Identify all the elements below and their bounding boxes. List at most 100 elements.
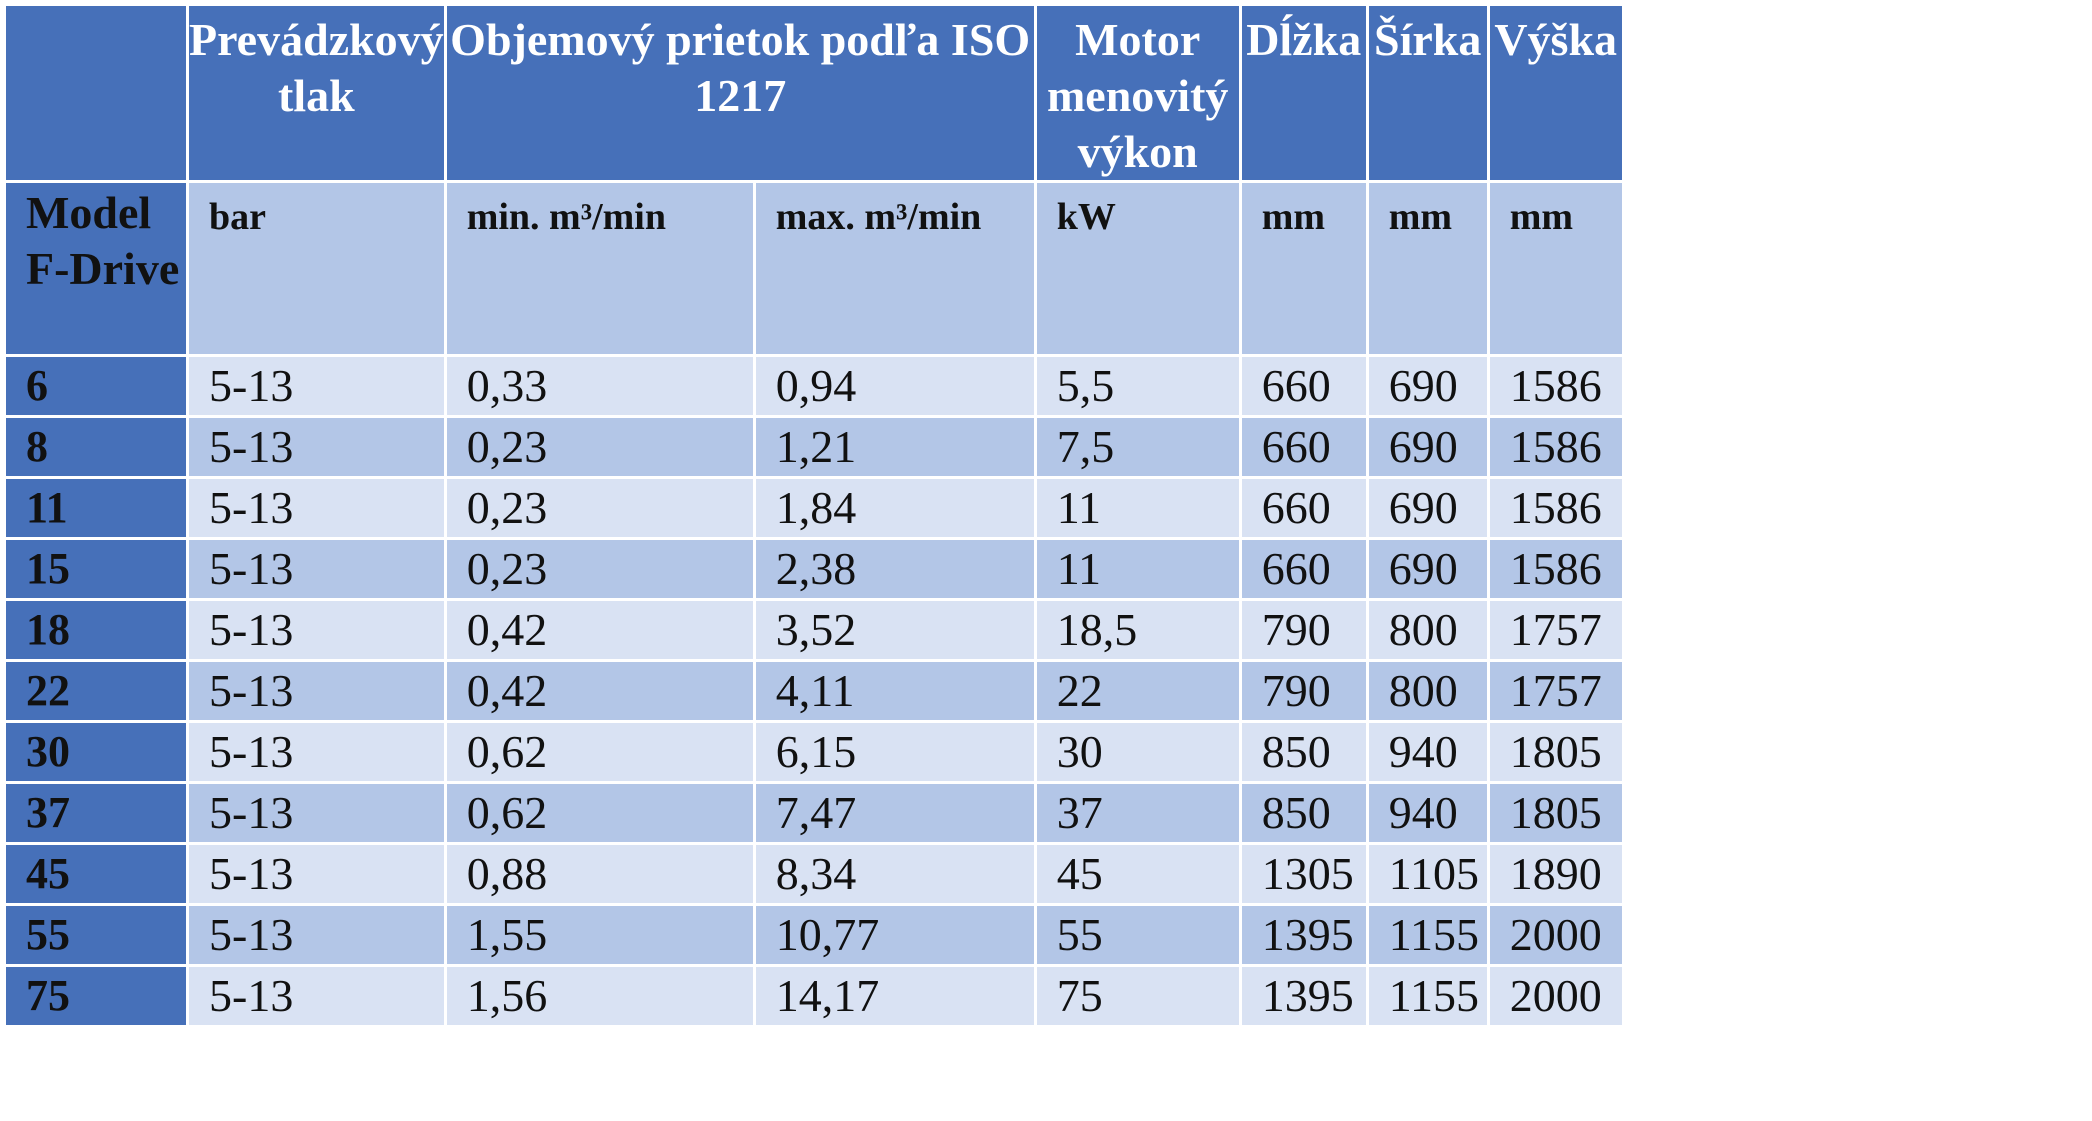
cell-motor: 18,5 (1036, 601, 1239, 659)
cell-flow-max: 1,84 (755, 479, 1034, 537)
table-row: 6 5-13 0,33 0,94 5,5 660 690 1586 (6, 357, 1622, 415)
cell-flow-max: 6,15 (755, 723, 1034, 781)
cell-pressure: 5-13 (189, 479, 444, 537)
cell-flow-min: 1,55 (446, 906, 753, 964)
row-model: 15 (6, 540, 186, 598)
header-motor: Motor menovitý výkon (1036, 6, 1239, 180)
header-corner (6, 6, 186, 180)
cell-length: 660 (1241, 357, 1366, 415)
cell-width: 1155 (1368, 967, 1487, 1025)
cell-length: 1395 (1241, 906, 1366, 964)
cell-flow-min: 0,33 (446, 357, 753, 415)
table-row: 30 5-13 0,62 6,15 30 850 940 1805 (6, 723, 1622, 781)
cell-flow-max: 2,38 (755, 540, 1034, 598)
header-height: Výška (1489, 6, 1622, 180)
cell-height: 1757 (1489, 601, 1622, 659)
cell-flow-max: 1,21 (755, 418, 1034, 476)
cell-length: 790 (1241, 662, 1366, 720)
row-model: 55 (6, 906, 186, 964)
cell-width: 690 (1368, 357, 1487, 415)
table-row: 37 5-13 0,62 7,47 37 850 940 1805 (6, 784, 1622, 842)
table-row: 45 5-13 0,88 8,34 45 1305 1105 1890 (6, 845, 1622, 903)
table-row: 55 5-13 1,55 10,77 55 1395 1155 2000 (6, 906, 1622, 964)
cell-flow-max: 3,52 (755, 601, 1034, 659)
cell-height: 1890 (1489, 845, 1622, 903)
unit-model: Model F-Drive (6, 183, 186, 354)
spec-table: Prevádzkový tlak Objemový prietok podľa … (3, 3, 1625, 1028)
cell-height: 2000 (1489, 967, 1622, 1025)
cell-width: 800 (1368, 601, 1487, 659)
table-row: 22 5-13 0,42 4,11 22 790 800 1757 (6, 662, 1622, 720)
cell-flow-max: 7,47 (755, 784, 1034, 842)
header-length: Dĺžka (1241, 6, 1366, 180)
cell-motor: 45 (1036, 845, 1239, 903)
unit-pressure: bar (189, 183, 444, 354)
cell-flow-min: 0,42 (446, 662, 753, 720)
cell-length: 1395 (1241, 967, 1366, 1025)
header-width: Šírka (1368, 6, 1487, 180)
cell-height: 1586 (1489, 479, 1622, 537)
cell-length: 790 (1241, 601, 1366, 659)
cell-length: 850 (1241, 723, 1366, 781)
cell-pressure: 5-13 (189, 967, 444, 1025)
header-pressure: Prevádzkový tlak (189, 6, 444, 180)
cell-motor: 7,5 (1036, 418, 1239, 476)
cell-length: 660 (1241, 479, 1366, 537)
cell-width: 690 (1368, 540, 1487, 598)
row-model: 45 (6, 845, 186, 903)
header-flow: Objemový prietok podľa ISO 1217 (446, 6, 1034, 180)
cell-pressure: 5-13 (189, 601, 444, 659)
cell-flow-min: 0,42 (446, 601, 753, 659)
cell-length: 850 (1241, 784, 1366, 842)
cell-height: 1805 (1489, 723, 1622, 781)
cell-height: 1586 (1489, 540, 1622, 598)
cell-pressure: 5-13 (189, 845, 444, 903)
cell-flow-min: 0,23 (446, 479, 753, 537)
cell-width: 1105 (1368, 845, 1487, 903)
row-model: 30 (6, 723, 186, 781)
unit-height: mm (1489, 183, 1622, 354)
cell-width: 690 (1368, 479, 1487, 537)
cell-flow-max: 0,94 (755, 357, 1034, 415)
cell-width: 940 (1368, 723, 1487, 781)
row-model: 75 (6, 967, 186, 1025)
table-row: 8 5-13 0,23 1,21 7,5 660 690 1586 (6, 418, 1622, 476)
cell-flow-min: 1,56 (446, 967, 753, 1025)
cell-flow-max: 14,17 (755, 967, 1034, 1025)
cell-flow-max: 8,34 (755, 845, 1034, 903)
cell-pressure: 5-13 (189, 723, 444, 781)
cell-width: 940 (1368, 784, 1487, 842)
cell-motor: 75 (1036, 967, 1239, 1025)
cell-length: 660 (1241, 418, 1366, 476)
row-model: 6 (6, 357, 186, 415)
cell-pressure: 5-13 (189, 418, 444, 476)
cell-length: 660 (1241, 540, 1366, 598)
cell-motor: 55 (1036, 906, 1239, 964)
cell-flow-min: 0,62 (446, 723, 753, 781)
unit-flow-min: min. m³/min (446, 183, 753, 354)
cell-flow-min: 0,62 (446, 784, 753, 842)
row-model: 37 (6, 784, 186, 842)
cell-pressure: 5-13 (189, 662, 444, 720)
row-model: 18 (6, 601, 186, 659)
cell-height: 1586 (1489, 357, 1622, 415)
unit-width: mm (1368, 183, 1487, 354)
cell-motor: 11 (1036, 479, 1239, 537)
cell-flow-min: 0,88 (446, 845, 753, 903)
cell-pressure: 5-13 (189, 540, 444, 598)
row-model: 8 (6, 418, 186, 476)
cell-width: 690 (1368, 418, 1487, 476)
table-row: 18 5-13 0,42 3,52 18,5 790 800 1757 (6, 601, 1622, 659)
cell-height: 2000 (1489, 906, 1622, 964)
table-row: 11 5-13 0,23 1,84 11 660 690 1586 (6, 479, 1622, 537)
cell-flow-min: 0,23 (446, 540, 753, 598)
cell-motor: 30 (1036, 723, 1239, 781)
cell-height: 1757 (1489, 662, 1622, 720)
spec-table-container: Prevádzkový tlak Objemový prietok podľa … (3, 3, 1625, 1028)
header-row: Prevádzkový tlak Objemový prietok podľa … (6, 6, 1622, 180)
cell-flow-min: 0,23 (446, 418, 753, 476)
row-model: 11 (6, 479, 186, 537)
cell-flow-max: 4,11 (755, 662, 1034, 720)
cell-height: 1586 (1489, 418, 1622, 476)
unit-motor: kW (1036, 183, 1239, 354)
